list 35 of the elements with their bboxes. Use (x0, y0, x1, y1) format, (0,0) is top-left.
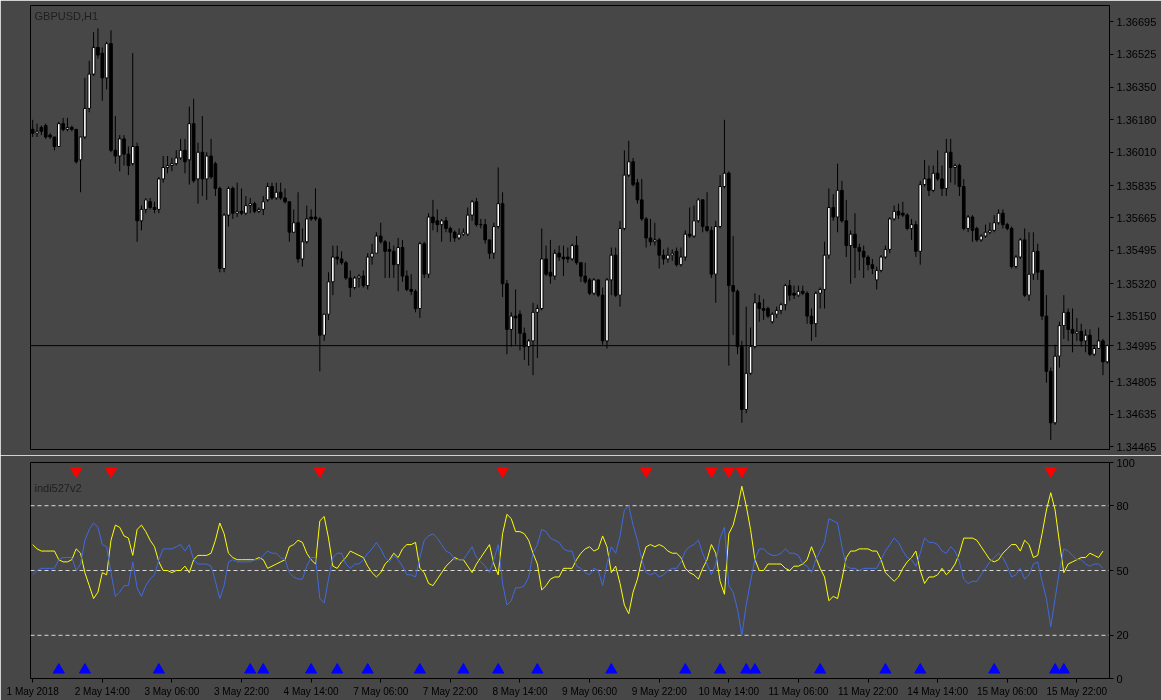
y-tick-label: 1.35320 (1116, 277, 1157, 290)
y-tick-label: 1.36350 (1116, 81, 1157, 94)
x-tick-label: 14 May 14:00 (907, 685, 969, 697)
y-tick-label: 1.35150 (1116, 310, 1157, 323)
x-tick-label: 3 May 06:00 (144, 685, 200, 697)
x-tick-label: 11 May 06:00 (768, 685, 829, 697)
y-tick-label: 100 (1116, 456, 1135, 469)
x-tick-label: 2 May 14:00 (74, 685, 131, 697)
ref-line-label: 1.34995 (1116, 339, 1157, 352)
y-tick-label: 50 (1116, 564, 1129, 577)
y-tick-label: 1.36010 (1116, 146, 1157, 159)
x-tick-label: 7 May 22:00 (422, 685, 479, 697)
y-tick-label: 1.34805 (1116, 375, 1157, 388)
y-tick-label: 0 (1116, 672, 1123, 685)
y-tick-label: 1.35665 (1116, 211, 1157, 224)
y-tick-label: 1.34465 (1116, 440, 1157, 453)
x-tick-label: 3 May 22:00 (214, 685, 270, 697)
y-tick-label: 20 (1116, 629, 1129, 642)
x-tick-label: 11 May 22:00 (838, 685, 899, 697)
y-tick-label: 1.34635 (1116, 408, 1157, 421)
x-tick-label: 8 May 14:00 (492, 685, 548, 697)
y-tick-label: 1.36695 (1116, 15, 1157, 28)
y-tick-label: 1.36525 (1116, 48, 1157, 61)
x-tick-label: 9 May 22:00 (631, 685, 688, 697)
y-tick-label: 80 (1116, 499, 1129, 512)
x-tick-label: 1 May 2018 (6, 685, 60, 697)
y-tick-label: 1.36180 (1116, 113, 1157, 126)
x-tick-label: 15 May 22:00 (1046, 685, 1108, 697)
y-tick-label: 1.35495 (1116, 244, 1157, 257)
x-tick-label: 10 May 14:00 (698, 685, 760, 697)
y-tick-label: 1.35835 (1116, 179, 1157, 192)
x-tick-label: 9 May 06:00 (562, 685, 618, 697)
x-tick-label: 4 May 14:00 (283, 685, 340, 697)
x-tick-label: 15 May 06:00 (976, 685, 1038, 697)
x-tick-label: 7 May 06:00 (353, 685, 409, 697)
